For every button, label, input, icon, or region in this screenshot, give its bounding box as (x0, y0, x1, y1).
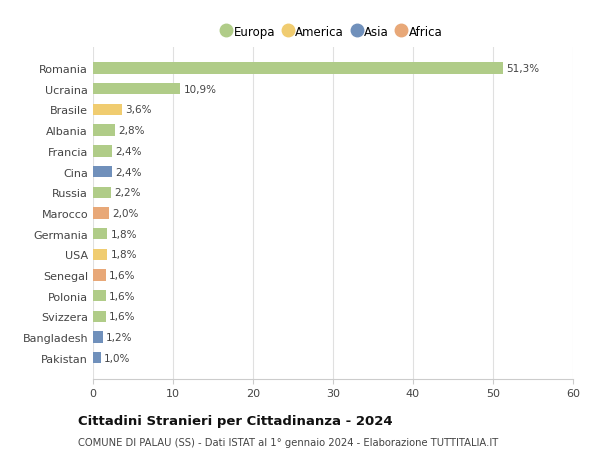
Text: 2,4%: 2,4% (115, 167, 142, 177)
Text: 1,8%: 1,8% (110, 250, 137, 260)
Bar (93, 105, 122, 116)
Bar (93, 229, 107, 240)
Text: 3,6%: 3,6% (125, 105, 151, 115)
Bar (93, 187, 110, 198)
Text: 1,6%: 1,6% (109, 312, 136, 322)
Bar (93, 125, 115, 136)
Text: 2,0%: 2,0% (112, 208, 139, 218)
Bar (93, 167, 112, 178)
Text: 1,6%: 1,6% (109, 291, 136, 301)
Legend: Europa, America, Asia, Africa: Europa, America, Asia, Africa (218, 21, 448, 44)
Bar (93, 332, 103, 343)
Text: 1,0%: 1,0% (104, 353, 131, 363)
Text: 10,9%: 10,9% (184, 84, 217, 95)
Text: 1,6%: 1,6% (109, 270, 136, 280)
Bar (93, 311, 106, 322)
Bar (93, 270, 106, 281)
Text: Cittadini Stranieri per Cittadinanza - 2024: Cittadini Stranieri per Cittadinanza - 2… (78, 414, 392, 428)
Bar (93, 249, 107, 260)
Text: 1,2%: 1,2% (106, 332, 133, 342)
Text: 2,8%: 2,8% (119, 126, 145, 136)
Text: 1,8%: 1,8% (110, 229, 137, 239)
Bar (93, 84, 180, 95)
Bar (93, 63, 503, 74)
Bar (93, 291, 106, 302)
Bar (93, 353, 101, 364)
Text: 51,3%: 51,3% (506, 64, 540, 74)
Text: 2,2%: 2,2% (114, 188, 140, 198)
Bar (93, 208, 109, 219)
Text: COMUNE DI PALAU (SS) - Dati ISTAT al 1° gennaio 2024 - Elaborazione TUTTITALIA.I: COMUNE DI PALAU (SS) - Dati ISTAT al 1° … (78, 437, 498, 447)
Text: 2,4%: 2,4% (115, 146, 142, 157)
Bar (93, 146, 112, 157)
